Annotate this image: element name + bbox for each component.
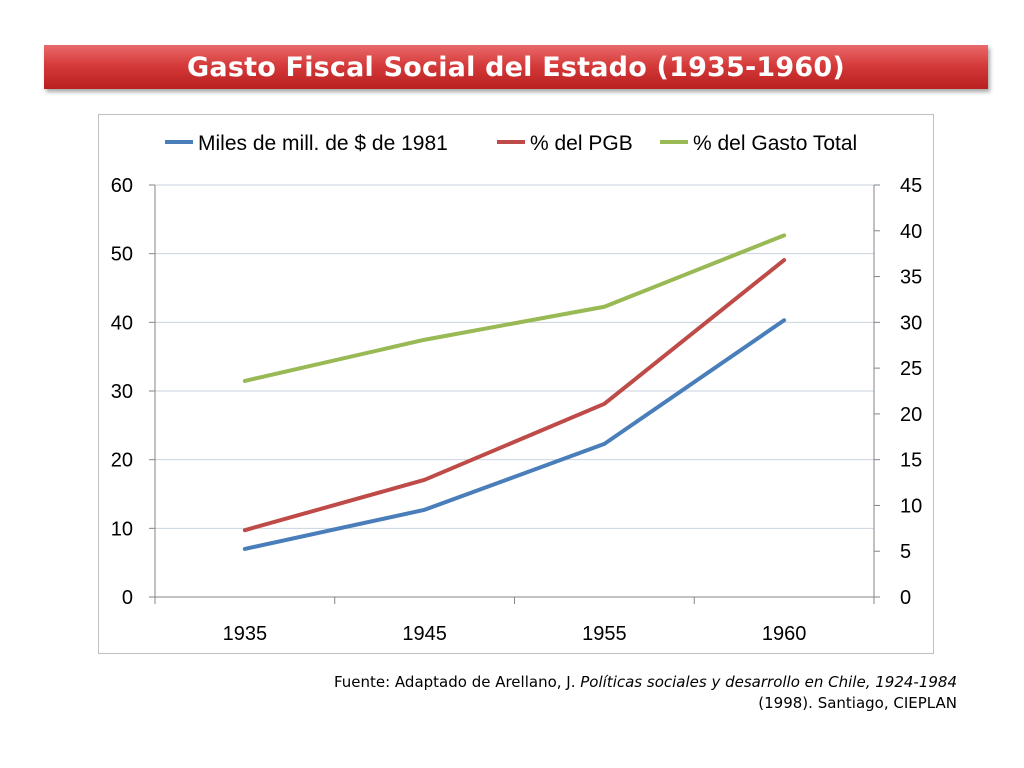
source-suffix: (1998). Santiago, CIEPLAN (758, 694, 957, 712)
x-axis-tick-label: 1960 (762, 623, 807, 645)
slide-title-bar: Gasto Fiscal Social del Estado (1935-196… (44, 45, 988, 89)
right-axis-tick-label: 25 (900, 358, 922, 380)
left-axis-tick-label: 20 (111, 450, 133, 472)
right-axis-tick-label: 0 (900, 587, 911, 609)
right-axis-tick-label: 45 (900, 175, 922, 197)
left-axis-tick-label: 10 (111, 518, 133, 540)
left-axis-tick-label: 60 (111, 175, 133, 197)
left-axis-tick-label: 40 (111, 312, 133, 334)
right-axis-tick-label: 30 (900, 312, 922, 334)
legend-label-1: Miles de mill. de $ de 1981 (198, 132, 448, 155)
x-axis-tick-label: 1945 (402, 623, 447, 645)
right-axis-tick-label: 20 (900, 404, 922, 426)
right-axis-tick-label: 40 (900, 221, 922, 243)
right-axis-tick-label: 10 (900, 495, 922, 517)
slide-title: Gasto Fiscal Social del Estado (1935-196… (187, 51, 845, 83)
left-axis-tick-label: 0 (122, 587, 133, 609)
legend-label-2: % del PGB (530, 132, 633, 155)
left-axis-tick-label: 30 (111, 381, 133, 403)
right-axis-tick-label: 35 (900, 267, 922, 289)
legend-label-3: % del Gasto Total (693, 132, 857, 155)
right-axis-tick-label: 15 (900, 450, 922, 472)
chart-frame (98, 114, 934, 654)
right-axis-tick-label: 5 (900, 541, 911, 563)
x-axis-tick-label: 1935 (223, 623, 268, 645)
series-line-2 (242, 258, 787, 533)
series-line-3 (242, 233, 787, 383)
source-citation: Fuente: Adaptado de Arellano, J. Polític… (197, 672, 957, 714)
series-line-1 (242, 318, 787, 551)
source-title: Políticas sociales y desarrollo en Chile… (580, 673, 957, 691)
x-axis-tick-label: 1955 (582, 623, 627, 645)
source-prefix: Fuente: Adaptado de Arellano, J. (333, 673, 581, 691)
left-axis-tick-label: 50 (111, 244, 133, 266)
